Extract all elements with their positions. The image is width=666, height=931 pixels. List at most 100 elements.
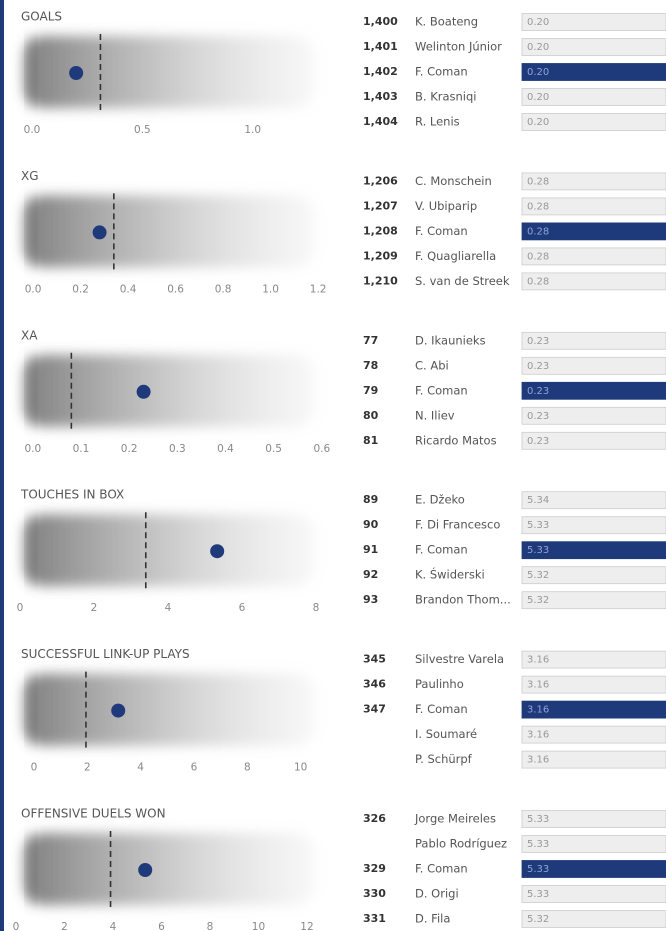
player-name: Jorge Meireles [414, 812, 496, 826]
value-label: 5.33 [527, 889, 549, 900]
distribution-cloud [24, 195, 314, 268]
value-label: 0.23 [527, 411, 549, 422]
rank: 1,400 [363, 15, 398, 28]
value-label: 0.28 [527, 201, 549, 212]
x-tick-label: 0.0 [24, 443, 41, 455]
value-label: 0.23 [527, 436, 549, 447]
chart-title: SUCCESSFUL LINK-UP PLAYS [21, 647, 190, 661]
x-tick-label: 0.1 [73, 443, 90, 455]
player-name: V. Ubiparip [415, 199, 477, 213]
value-cell [521, 860, 666, 878]
player-name: Paulinho [415, 677, 464, 691]
player-dot [92, 225, 107, 240]
value-label: 0.23 [527, 361, 549, 372]
x-tick-label: 0 [13, 921, 20, 931]
value-label: 0.20 [527, 42, 549, 53]
x-tick-label: 4 [110, 921, 117, 931]
value-cell [521, 725, 666, 744]
value-cell [521, 885, 666, 903]
rank: 77 [363, 334, 378, 347]
rank: 331 [363, 912, 386, 925]
value-cell [521, 910, 666, 928]
chart-title: TOUCHES IN BOX [20, 488, 124, 502]
rank: 79 [363, 384, 378, 397]
rank: 93 [363, 593, 378, 606]
rank: 80 [363, 409, 379, 422]
chart-title: GOALS [21, 10, 62, 24]
x-tick-label: 0.4 [217, 443, 234, 455]
player-name: Welinton Júnior [415, 40, 502, 54]
player-dot [138, 863, 153, 877]
chart-title: XG [21, 169, 39, 183]
value-cell [521, 810, 666, 828]
rank: 1,207 [363, 199, 398, 212]
distribution-cloud [24, 514, 314, 587]
player-name: F. Di Francesco [415, 518, 500, 532]
x-tick-label: 4 [137, 762, 144, 774]
player-name: K. Boateng [415, 15, 478, 29]
value-cell [521, 247, 666, 266]
player-name: F. Coman [415, 702, 468, 716]
player-name: Pablo Rodríguez [415, 837, 507, 851]
value-label: 0.23 [527, 336, 549, 347]
value-cell [521, 491, 666, 510]
x-tick-label: 2 [91, 602, 98, 614]
x-tick-label: 1.2 [310, 283, 327, 295]
player-name: D. Ikaunieks [415, 333, 486, 347]
rank: 1,403 [363, 90, 398, 103]
x-tick-label: 10 [252, 921, 265, 931]
player-name: P. Schürpf [415, 752, 473, 766]
player-name: D. Origi [415, 887, 459, 901]
value-label: 0.23 [527, 386, 549, 397]
distribution-edge [26, 675, 36, 744]
x-tick-label: 6 [191, 762, 198, 774]
player-name: R. Lenis [415, 115, 460, 129]
x-tick-label: 0.4 [120, 283, 137, 295]
player-name: F. Coman [415, 543, 468, 557]
value-cell [521, 566, 666, 585]
value-cell [521, 750, 666, 769]
value-label: 5.33 [527, 864, 549, 875]
rank: 345 [363, 653, 386, 666]
x-tick-label: 0.0 [25, 283, 42, 295]
player-name: C. Monschein [415, 174, 492, 188]
player-dot [111, 703, 126, 718]
x-tick-label: 1.0 [262, 283, 279, 295]
chart-title: OFFENSIVE DUELS WON [21, 807, 166, 821]
value-cell [521, 331, 666, 350]
x-tick-label: 2 [84, 762, 91, 774]
value-label: 0.20 [527, 17, 549, 28]
x-tick-label: 8 [207, 921, 214, 931]
player-name: D. Fila [415, 912, 450, 926]
player-name: I. Soumaré [415, 727, 477, 741]
rank: 78 [363, 359, 378, 372]
distribution-edge [26, 197, 36, 266]
value-label: 0.20 [527, 67, 549, 78]
value-label: 5.33 [527, 520, 549, 531]
x-tick-label: 0 [31, 762, 38, 774]
value-cell [521, 197, 666, 216]
distribution-edge [26, 356, 36, 425]
rank: 346 [363, 678, 386, 691]
x-tick-label: 0.2 [72, 283, 89, 295]
value-label: 0.28 [527, 251, 549, 262]
player-dot [210, 544, 225, 559]
value-label: 0.28 [527, 226, 549, 237]
value-cell [521, 63, 666, 81]
player-name: Silvestre Varela [415, 652, 504, 666]
value-label: 5.33 [527, 839, 549, 850]
distribution-edge [26, 835, 36, 903]
rank: 89 [363, 493, 378, 506]
player-name: S. van de Streek [415, 274, 510, 288]
rank: 91 [363, 543, 378, 556]
player-name: F. Quagliarella [415, 249, 496, 263]
x-tick-label: 4 [165, 602, 172, 614]
value-label: 3.16 [527, 730, 549, 741]
rank: 1,210 [363, 274, 398, 287]
player-name: Brandon Thom... [415, 593, 511, 607]
rank: 1,401 [363, 40, 398, 53]
player-name: F. Coman [415, 862, 468, 876]
player-dot [69, 66, 84, 80]
value-label: 0.28 [527, 276, 549, 287]
value-cell [521, 381, 666, 400]
